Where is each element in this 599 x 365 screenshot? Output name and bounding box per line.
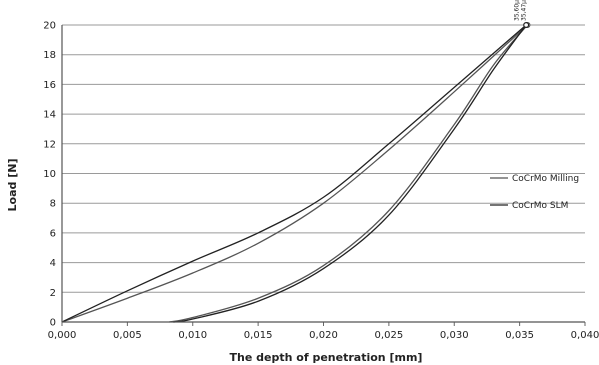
series-line-cocrmo-milling-unloading [169, 24, 528, 323]
legend: CoCrMo Milling CoCrMo SLM [490, 174, 579, 211]
y-tick-label: 14 [43, 110, 56, 121]
peak-annotation: 35,47μm [520, 0, 527, 21]
y-tick-label: 18 [43, 50, 56, 61]
y-tick-label: 12 [43, 139, 56, 150]
y-tick-label: 6 [50, 228, 56, 239]
y-tick-label: 0 [50, 318, 56, 329]
x-tick-label: 0,010 [178, 330, 207, 341]
y-tick-label: 2 [50, 288, 56, 299]
y-tick-label: 8 [50, 199, 56, 210]
tick-labels: 0 2 4 6 8 10 12 14 16 18 20 0,000 0,005 0,010 0,015 0,0… [43, 21, 599, 342]
x-tick-label: 0,005 [113, 330, 142, 341]
x-tick-label: 0,000 [48, 330, 77, 341]
y-tick-label: 10 [43, 169, 56, 180]
series-line-cocrmo-milling-loading [61, 24, 528, 323]
peak-annotation: 35,60μm [513, 0, 520, 21]
x-tick-label: 0,020 [309, 330, 338, 341]
peak-marker-cocrmo-slm [523, 22, 530, 29]
y-tick-label: 20 [43, 21, 56, 32]
gridlines [62, 24, 585, 293]
x-tick-label: 0,035 [505, 330, 534, 341]
axes [61, 25, 586, 326]
legend-label: CoCrMo Milling [512, 174, 579, 184]
series-line-cocrmo-slm-unloading [173, 24, 527, 323]
x-axis-title: The depth of penetration [mm] [230, 351, 423, 364]
x-tick-label: 0,040 [571, 330, 599, 341]
series-layer [61, 22, 531, 323]
legend-label: CoCrMo SLM [512, 201, 568, 211]
x-tick-label: 0,025 [375, 330, 404, 341]
y-tick-label: 4 [50, 258, 56, 269]
x-tick-label: 0,030 [440, 330, 469, 341]
y-tick-label: 16 [43, 80, 56, 91]
x-tick-label: 0,015 [244, 330, 273, 341]
annotations: 35,60μm 35,47μm [513, 0, 527, 21]
series-line-cocrmo-slm-loading [61, 24, 527, 323]
y-axis-title: Load [N] [6, 159, 19, 212]
